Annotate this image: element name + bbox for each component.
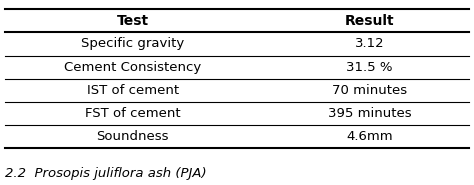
- Text: FST of cement: FST of cement: [85, 107, 181, 120]
- Text: IST of cement: IST of cement: [87, 84, 179, 97]
- Text: Cement Consistency: Cement Consistency: [64, 60, 201, 74]
- Text: Result: Result: [345, 14, 394, 28]
- Text: 2.2  Prosopis juliflora ash (PJA): 2.2 Prosopis juliflora ash (PJA): [5, 167, 206, 180]
- Text: 31.5 %: 31.5 %: [346, 60, 393, 74]
- Text: 70 minutes: 70 minutes: [332, 84, 407, 97]
- Text: Test: Test: [117, 14, 149, 28]
- Text: 3.12: 3.12: [355, 37, 384, 51]
- Text: Soundness: Soundness: [97, 130, 169, 143]
- Text: 4.6mm: 4.6mm: [346, 130, 393, 143]
- Text: 395 minutes: 395 minutes: [328, 107, 411, 120]
- Text: Specific gravity: Specific gravity: [81, 37, 184, 51]
